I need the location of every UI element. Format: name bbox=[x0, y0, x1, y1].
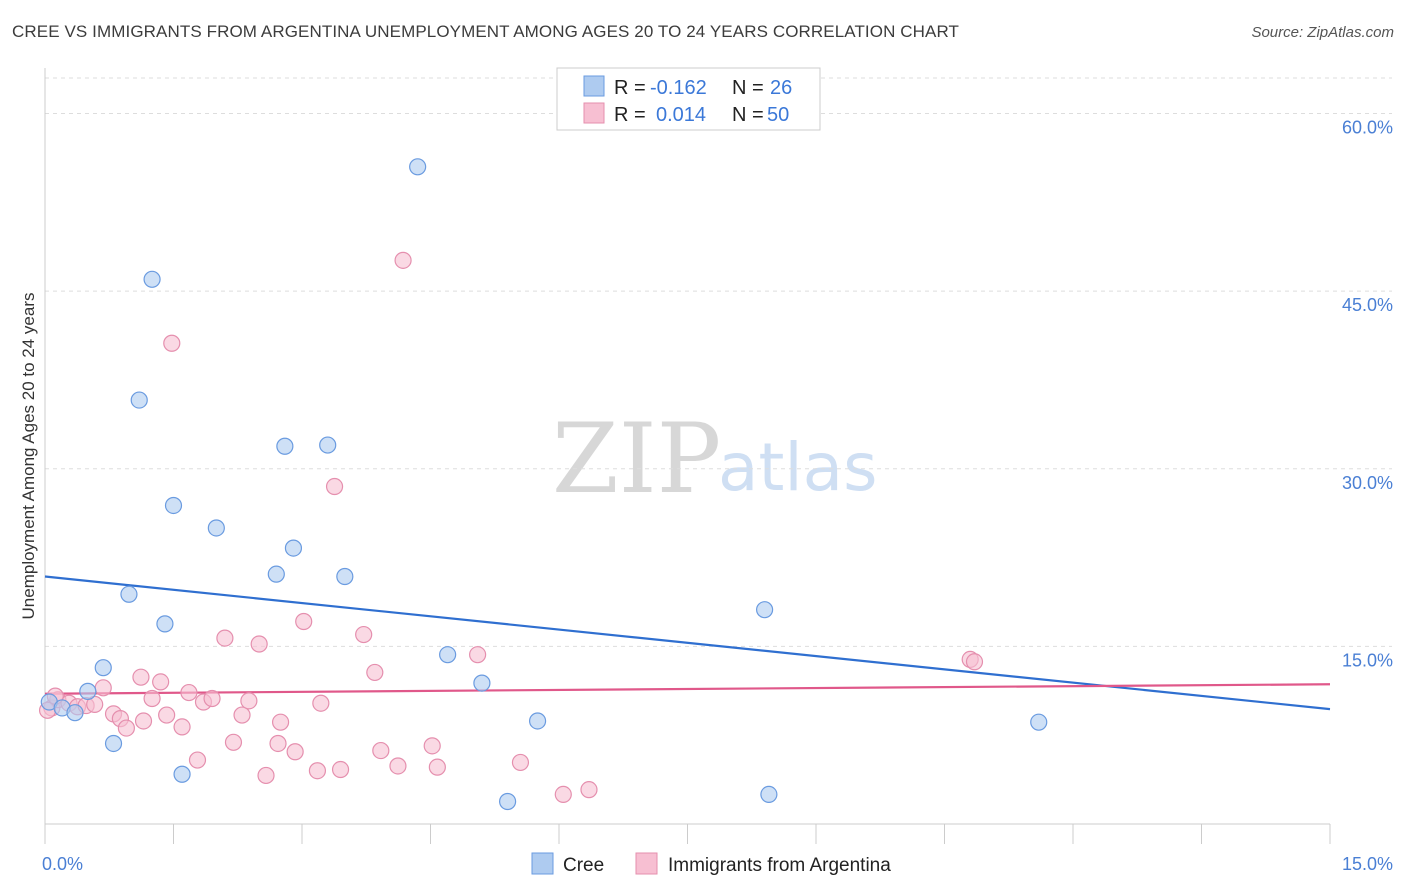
argentina-point bbox=[366, 663, 384, 682]
cree-point bbox=[499, 792, 517, 811]
cree-point bbox=[207, 519, 225, 537]
bottom-legend: Cree Immigrants from Argentina bbox=[531, 852, 891, 876]
y-tick-label: 15.0% bbox=[1342, 650, 1393, 670]
cree-point bbox=[473, 674, 491, 692]
argentina-point bbox=[143, 689, 161, 708]
argentina-point bbox=[308, 762, 327, 780]
legend-r-value-argentina: 0.014 bbox=[656, 104, 706, 126]
argentina-point bbox=[180, 683, 198, 702]
argentina-point bbox=[554, 785, 572, 803]
legend-n-value-argentina: 50 bbox=[767, 104, 789, 126]
argentina-point bbox=[203, 689, 221, 708]
trend-lines bbox=[44, 575, 1331, 711]
cree-point bbox=[267, 565, 285, 583]
argentina-point bbox=[295, 612, 313, 631]
cree-point bbox=[143, 270, 161, 288]
legend-n-label-argentina: N = bbox=[732, 104, 764, 126]
cree-point bbox=[336, 567, 354, 586]
argentina-point bbox=[94, 679, 112, 697]
bottom-legend-label-cree: Cree bbox=[563, 855, 604, 876]
watermark-atlas: atlas bbox=[718, 429, 878, 506]
argentina-point bbox=[134, 712, 153, 730]
cree-point bbox=[94, 659, 112, 677]
bottom-legend-label-argentina: Immigrants from Argentina bbox=[668, 855, 891, 876]
cree-point bbox=[173, 765, 191, 783]
cree-point bbox=[528, 712, 547, 730]
cree-point bbox=[409, 158, 427, 176]
cree-point bbox=[156, 615, 174, 633]
argentina-point bbox=[331, 760, 350, 779]
source-credit: Source: ZipAtlas.com bbox=[1251, 24, 1394, 41]
cree-point bbox=[439, 646, 457, 664]
cree-point bbox=[79, 682, 97, 700]
legend-n-label-cree: N = bbox=[732, 77, 764, 99]
legend-swatch-cree bbox=[583, 75, 605, 97]
argentina-point bbox=[580, 781, 598, 799]
y-tick-label: 60.0% bbox=[1342, 118, 1393, 138]
cree-point bbox=[164, 496, 183, 515]
cree-point bbox=[66, 704, 84, 722]
argentina-point bbox=[312, 694, 330, 712]
argentina-point bbox=[233, 706, 251, 724]
argentina-point bbox=[389, 757, 407, 775]
argentina-point bbox=[355, 625, 373, 644]
argentina-point bbox=[240, 692, 258, 710]
argentina-point bbox=[286, 743, 304, 761]
legend-swatch-argentina bbox=[583, 102, 605, 124]
argentina-point bbox=[117, 719, 135, 737]
argentina-point bbox=[250, 635, 268, 653]
legend-r-label-argentina: R = bbox=[614, 104, 646, 126]
argentina-point bbox=[271, 713, 290, 731]
y-axis-label: Unemployment Among Ages 20 to 24 years bbox=[19, 293, 38, 620]
argentina-point bbox=[423, 737, 441, 755]
cree-point bbox=[120, 585, 138, 603]
x-tick-label: 0.0% bbox=[42, 854, 83, 874]
argentina-point bbox=[173, 718, 191, 736]
legend-r-label-cree: R = bbox=[614, 77, 646, 99]
cree-point bbox=[130, 391, 148, 409]
grid: 15.0% 30.0% 45.0% 60.0% bbox=[45, 77, 1393, 670]
x-tick-label: 15.0% bbox=[1342, 854, 1393, 874]
argentina-point bbox=[257, 766, 275, 785]
argentina-point bbox=[269, 734, 287, 753]
cree-point bbox=[755, 601, 774, 619]
argentina-point bbox=[216, 629, 234, 647]
watermark-zip: ZIP bbox=[552, 403, 721, 515]
argentina-point bbox=[511, 753, 530, 772]
cree-point bbox=[1030, 713, 1048, 731]
argentina-point bbox=[428, 758, 446, 776]
argentina-point bbox=[163, 334, 181, 352]
cree-point bbox=[104, 734, 123, 753]
argentina-point bbox=[152, 673, 170, 691]
data-points bbox=[38, 158, 1048, 811]
cree-trend-line bbox=[44, 575, 1331, 711]
cree-point bbox=[760, 785, 778, 803]
legend-r-value-cree: -0.162 bbox=[650, 77, 707, 99]
cree-point bbox=[319, 436, 337, 454]
cree-point bbox=[276, 437, 294, 455]
argentina-point bbox=[188, 751, 207, 769]
argentina-point bbox=[158, 706, 176, 724]
y-tick-label: 45.0% bbox=[1342, 295, 1393, 315]
argentina-point bbox=[132, 668, 150, 686]
argentina-point bbox=[965, 653, 984, 671]
argentina-point bbox=[469, 646, 487, 664]
legend: R = -0.162 N = 26 R = 0.014 N = 50 bbox=[556, 67, 821, 131]
legend-n-value-cree: 26 bbox=[770, 77, 792, 99]
argentina-trend-line bbox=[44, 683, 1331, 695]
axes: 0.0% 15.0% bbox=[42, 68, 1393, 874]
bottom-legend-swatch-argentina bbox=[635, 852, 658, 875]
y-tick-label: 30.0% bbox=[1342, 473, 1393, 493]
chart-title: CREE VS IMMIGRANTS FROM ARGENTINA UNEMPL… bbox=[12, 22, 960, 41]
argentina-point bbox=[394, 251, 412, 269]
bottom-legend-swatch-cree bbox=[531, 852, 554, 875]
watermark: ZIP atlas bbox=[552, 403, 878, 515]
argentina-point bbox=[224, 733, 243, 751]
argentina-point bbox=[325, 477, 344, 496]
argentina-point bbox=[372, 741, 390, 760]
cree-point bbox=[284, 539, 303, 557]
